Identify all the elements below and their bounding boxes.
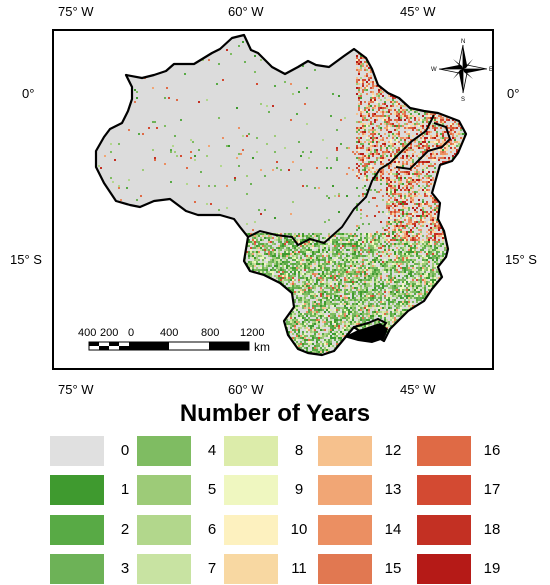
scale-label: 0	[128, 327, 134, 339]
left-lat-label: 15° S	[10, 252, 42, 267]
legend-swatch	[224, 554, 278, 584]
legend-label: 15	[384, 560, 402, 577]
bottom-lon-label: 45° W	[400, 382, 436, 397]
legend-swatch	[417, 436, 471, 466]
top-lon-label: 45° W	[400, 4, 436, 19]
legend-swatch	[137, 515, 191, 545]
scale-bar: 400 200 0 400 800 1200 km	[78, 327, 270, 354]
left-lat-label: 0°	[22, 86, 35, 101]
legend-swatch	[417, 554, 471, 584]
internal-boundary	[395, 122, 452, 171]
legend-label: 8	[294, 442, 304, 459]
legend-swatch	[50, 554, 104, 584]
legend-item: 16	[417, 436, 517, 466]
legend-label: 4	[207, 442, 217, 459]
legend-label: 0	[120, 442, 130, 459]
legend-swatch	[50, 436, 104, 466]
legend: 0 1 2 3 4 5 6 7 8 9 10 11 12 13 14 15 16 17 18 19	[0, 436, 550, 585]
scale-label: 400	[78, 327, 96, 339]
legend-swatch	[50, 475, 104, 505]
legend-item: 2	[50, 515, 150, 545]
legend-label: 7	[207, 560, 217, 577]
right-lat-label: 0°	[507, 86, 520, 101]
legend-swatch	[318, 515, 372, 545]
legend-swatch	[137, 475, 191, 505]
legend-item: 9	[224, 475, 324, 505]
legend-item: 10	[224, 515, 324, 545]
legend-item: 12	[318, 436, 418, 466]
scale-label: 1200	[240, 327, 264, 339]
legend-label: 10	[290, 521, 308, 538]
scale-label: 200	[100, 327, 118, 339]
legend-label: 9	[294, 481, 304, 498]
legend-label: 19	[483, 560, 501, 577]
legend-item: 14	[318, 515, 418, 545]
legend-label: 17	[483, 481, 501, 498]
legend-label: 14	[384, 521, 402, 538]
south-label: S	[461, 97, 465, 103]
legend-swatch	[417, 475, 471, 505]
legend-item: 17	[417, 475, 517, 505]
legend-swatch	[137, 436, 191, 466]
legend-label: 12	[384, 442, 402, 459]
legend-label: 1	[120, 481, 130, 498]
legend-swatch	[417, 515, 471, 545]
scale-unit: km	[254, 340, 270, 354]
legend-item: 4	[137, 436, 237, 466]
top-lon-label: 60° W	[228, 4, 264, 19]
legend-swatch	[224, 515, 278, 545]
legend-item: 8	[224, 436, 324, 466]
legend-swatch	[137, 554, 191, 584]
legend-item: 1	[50, 475, 150, 505]
legend-swatch	[318, 554, 372, 584]
legend-title: Number of Years	[179, 400, 371, 427]
scale-label: 400	[160, 327, 178, 339]
map-canvas: N S E W 400 200 0 400 800 1200 km	[78, 33, 492, 357]
legend-label: 2	[120, 521, 130, 538]
legend-item: 18	[417, 515, 517, 545]
legend-item: 19	[417, 554, 517, 584]
top-lon-label: 75° W	[58, 4, 94, 19]
legend-swatch	[318, 475, 372, 505]
region-outline	[94, 33, 468, 357]
right-lat-label: 15° S	[505, 252, 537, 267]
bottom-lon-label: 75° W	[58, 382, 94, 397]
north-arrow: N S E W	[431, 39, 492, 103]
legend-swatch	[224, 475, 278, 505]
legend-label: 11	[291, 560, 307, 577]
legend-swatch	[318, 436, 372, 466]
legend-swatch	[224, 436, 278, 466]
legend-item: 11	[224, 554, 324, 584]
legend-item: 6	[137, 515, 237, 545]
legend-item: 15	[318, 554, 418, 584]
north-label: N	[461, 39, 465, 45]
west-label: W	[431, 67, 437, 73]
map-frame: N S E W 400 200 0 400 800 1200 km	[52, 29, 494, 370]
legend-label: 18	[483, 521, 501, 538]
legend-label: 13	[384, 481, 402, 498]
scale-label: 800	[201, 327, 219, 339]
legend-label: 5	[207, 481, 217, 498]
legend-item: 7	[137, 554, 237, 584]
legend-item: 0	[50, 436, 150, 466]
legend-label: 3	[120, 560, 130, 577]
bottom-lon-label: 60° W	[228, 382, 264, 397]
internal-boundary	[247, 114, 435, 247]
legend-item: 13	[318, 475, 418, 505]
east-label: E	[489, 67, 492, 73]
coastal-feature	[344, 323, 388, 343]
legend-item: 3	[50, 554, 150, 584]
legend-swatch	[50, 515, 104, 545]
legend-label: 6	[207, 521, 217, 538]
legend-label: 16	[483, 442, 501, 459]
legend-item: 5	[137, 475, 237, 505]
